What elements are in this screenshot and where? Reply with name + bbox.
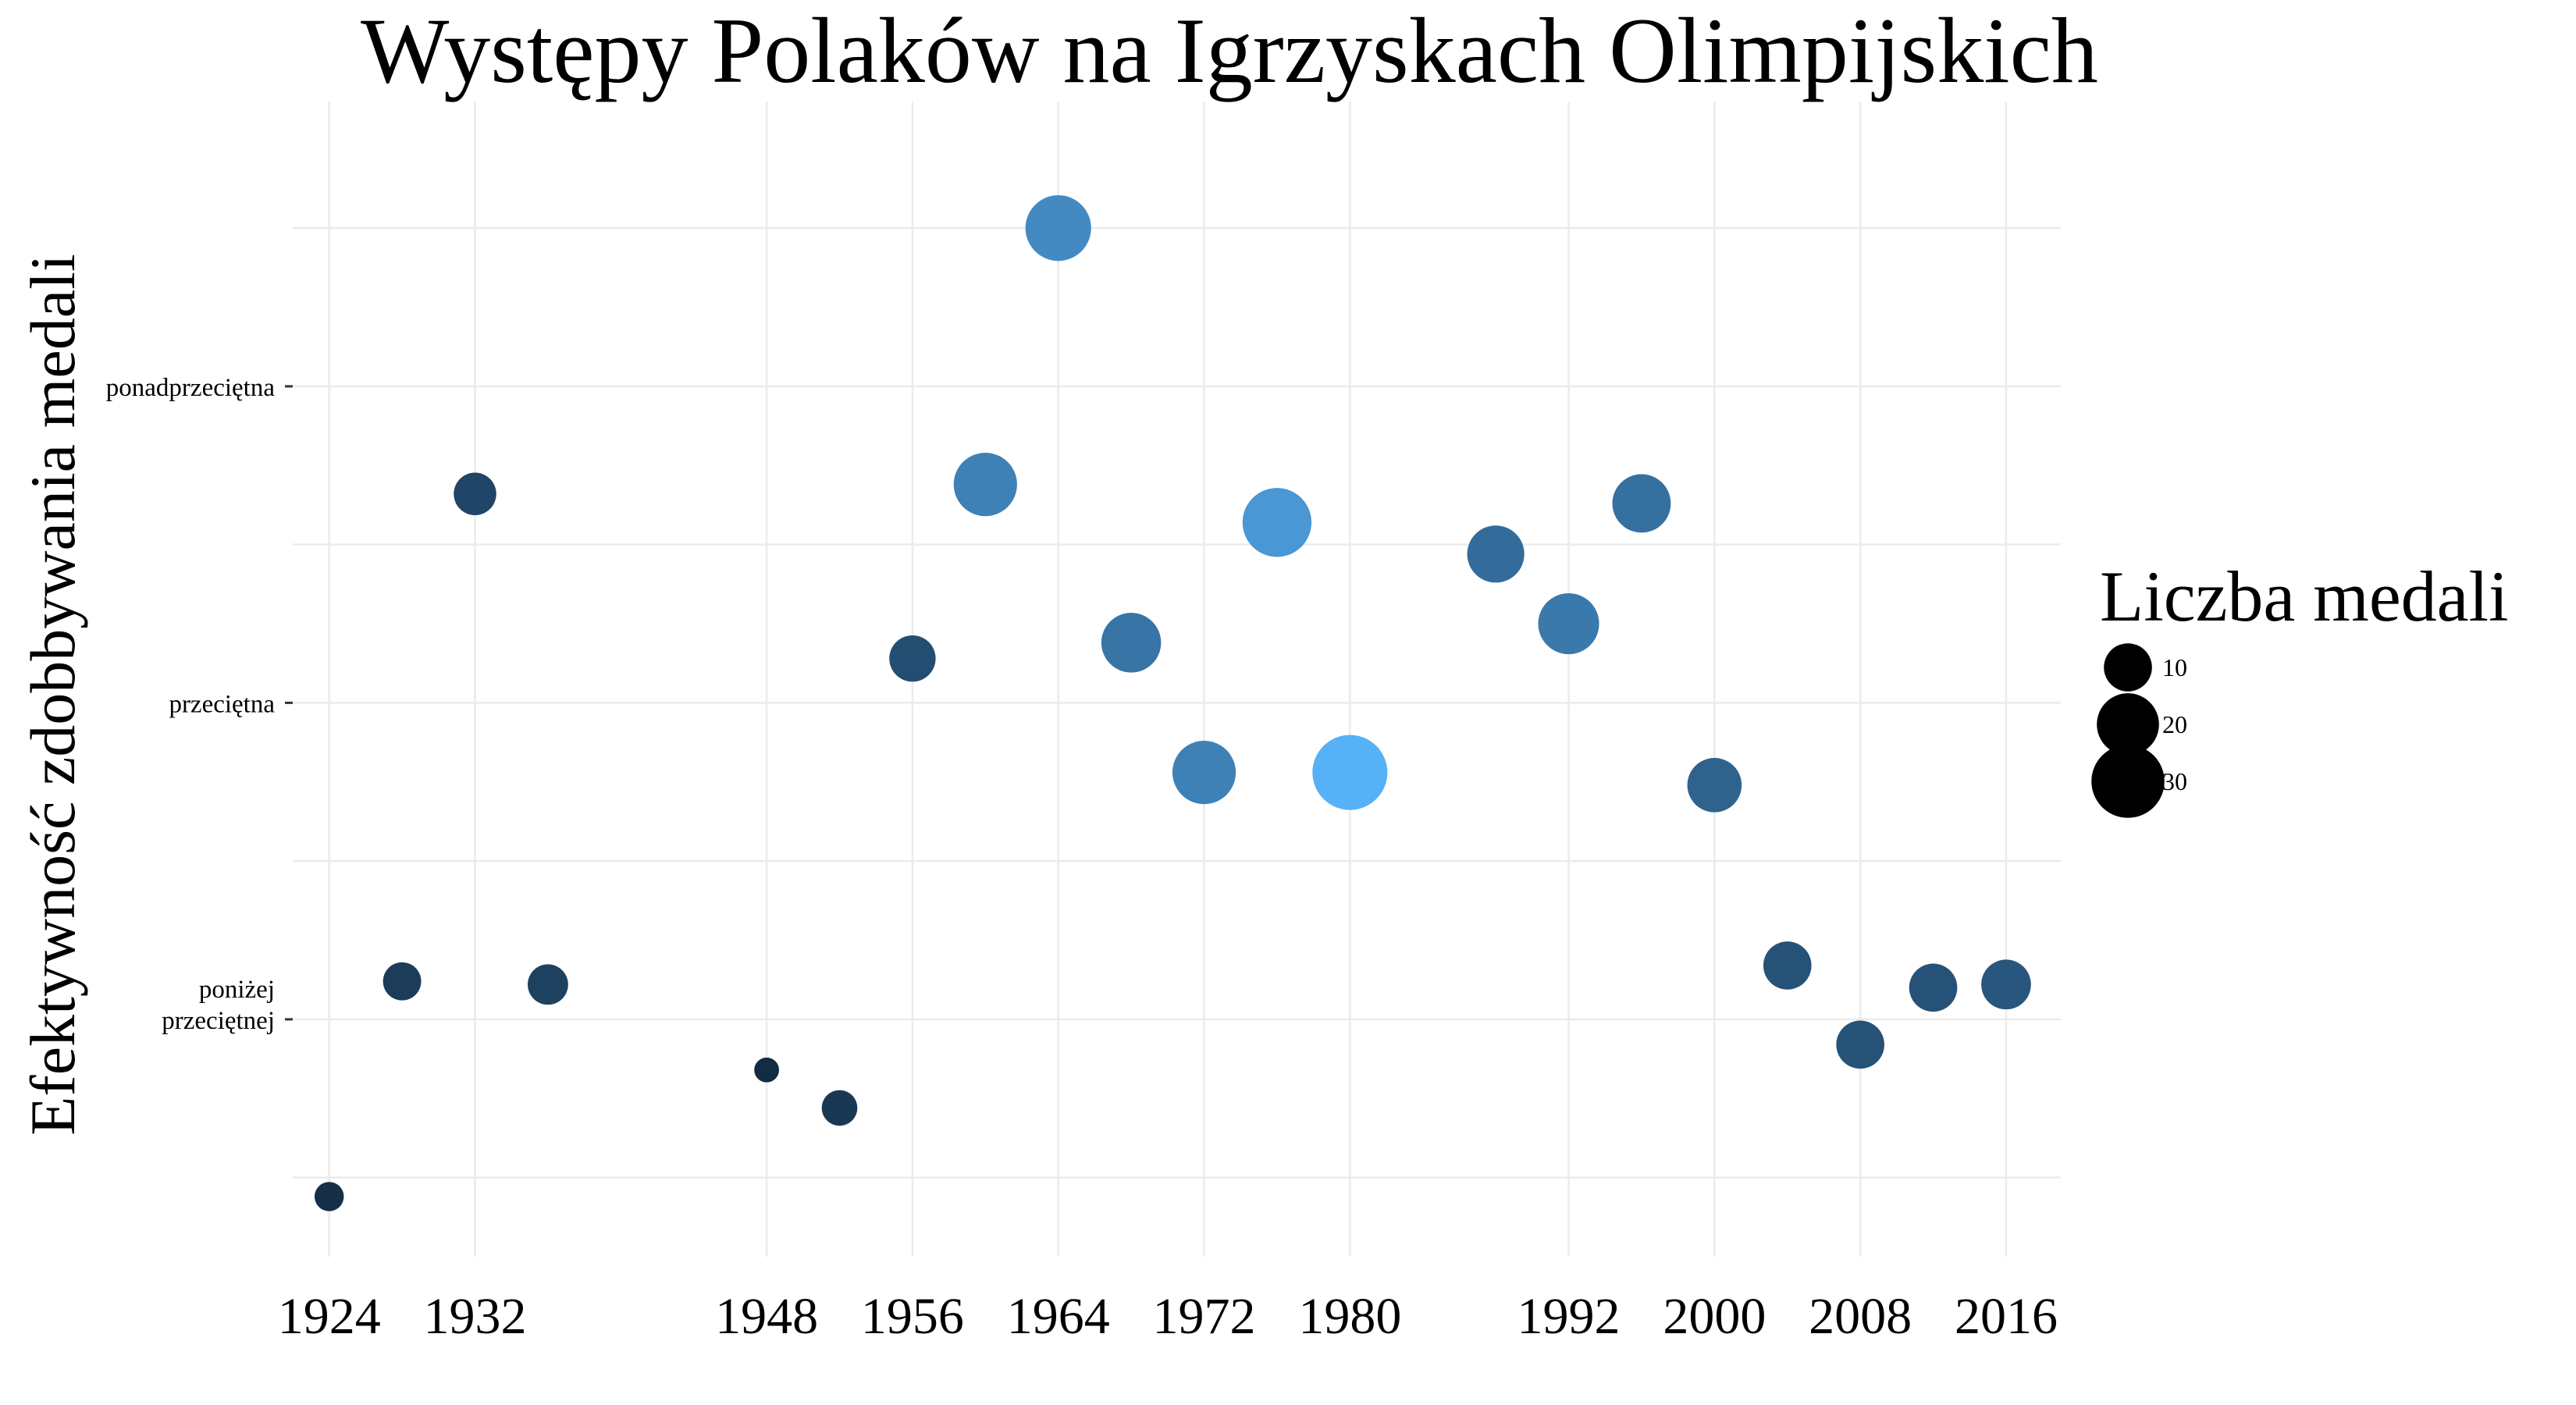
x-tick-label: 1992 <box>1517 1288 1621 1345</box>
y-tick-label: przeciętna <box>169 690 275 718</box>
data-point <box>454 472 496 516</box>
data-point <box>528 964 568 1005</box>
legend-title: Liczba medali <box>2100 557 2509 636</box>
y-tick-label: poniżej <box>199 976 275 1004</box>
data-point <box>1312 735 1388 810</box>
x-tick-label: 1924 <box>278 1288 381 1345</box>
data-point <box>754 1057 780 1083</box>
data-point <box>1981 959 2031 1010</box>
legend-label: 10 <box>2162 653 2187 681</box>
data-point <box>382 962 422 1001</box>
data-point <box>1172 741 1236 805</box>
x-tick-label: 1948 <box>715 1288 818 1345</box>
data-point <box>1763 941 1812 990</box>
y-tick-label: ponadprzeciętna <box>106 374 276 402</box>
x-tick-label: 2016 <box>1955 1288 2058 1345</box>
y-tick-label: przeciętnej <box>162 1007 275 1035</box>
data-point <box>953 453 1017 517</box>
x-tick-label: 1956 <box>861 1288 964 1345</box>
legend-key <box>2097 693 2159 756</box>
data-point <box>1101 613 1162 673</box>
data-point <box>1538 592 1599 655</box>
x-axis: 1924 1932 1948 1956 1964 1972 1980 1992 2000 2008… <box>278 1288 2058 1345</box>
legend-key <box>2091 745 2165 818</box>
legend-label: 20 <box>2162 710 2187 738</box>
data-point <box>1612 474 1671 533</box>
x-tick-label: 1932 <box>424 1288 527 1345</box>
legend-label: 30 <box>2162 767 2187 795</box>
data-point <box>1025 195 1091 261</box>
data-point <box>1242 488 1312 557</box>
legend-entries: 10 20 30 <box>2091 643 2187 818</box>
data-point <box>1909 963 1958 1012</box>
data-points <box>314 195 2031 1211</box>
legend-key <box>2104 643 2152 692</box>
data-point <box>1467 525 1525 583</box>
x-tick-label: 2000 <box>1663 1288 1766 1345</box>
data-point <box>1687 758 1742 813</box>
data-point <box>1836 1020 1884 1069</box>
x-tick-label: 1980 <box>1298 1288 1401 1345</box>
data-point <box>821 1090 858 1126</box>
data-point <box>889 635 936 682</box>
legend: Liczba medali 10 20 30 <box>2091 557 2509 818</box>
x-tick-label: 1964 <box>1007 1288 1110 1345</box>
chart-title: Występy Polaków na Igrzyskach Olimpijski… <box>361 0 2098 102</box>
data-point <box>314 1182 344 1211</box>
y-axis: poniżej przeciętnej przeciętna ponadprzecię… <box>106 374 293 1035</box>
grid-lines <box>293 101 2061 1257</box>
y-axis-label: Efektywność zdobbywania medali <box>17 254 88 1135</box>
x-tick-label: 2008 <box>1809 1288 1912 1345</box>
x-tick-label: 1972 <box>1153 1288 1256 1345</box>
